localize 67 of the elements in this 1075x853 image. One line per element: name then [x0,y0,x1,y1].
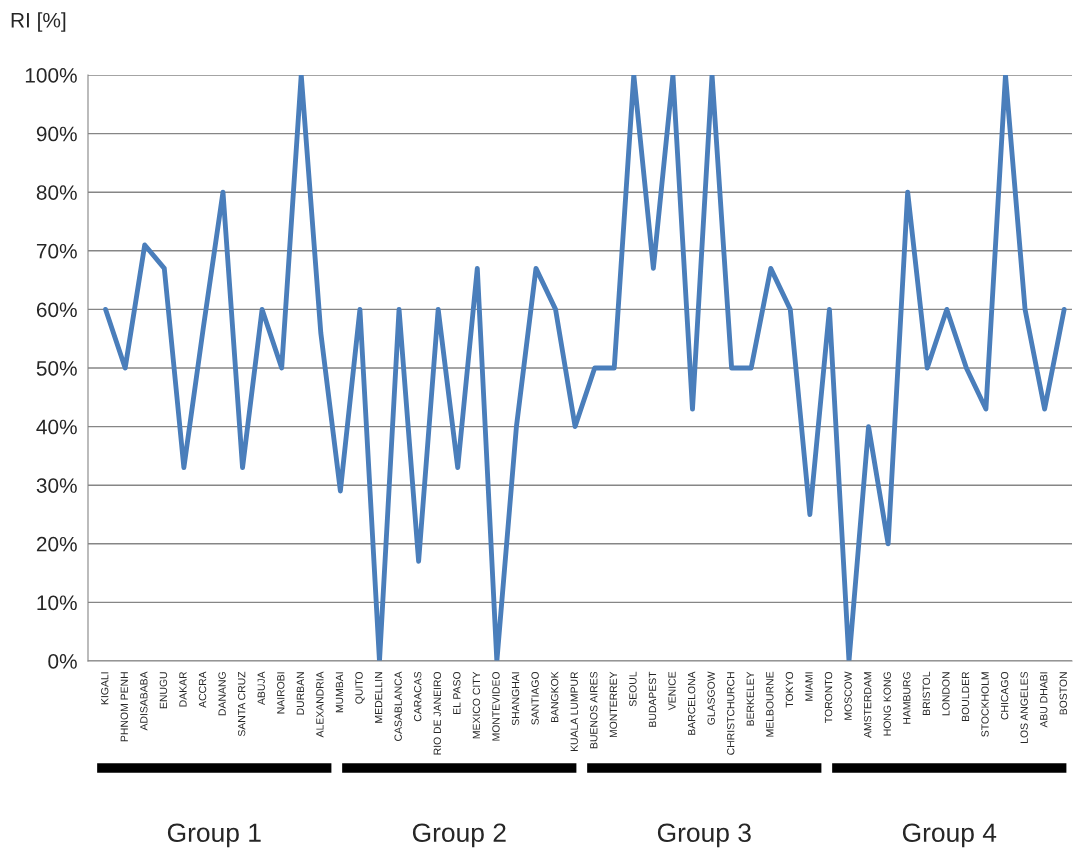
x-tick-label: BUENOS AIRES [590,671,598,749]
x-tick-label: MONTEVIDEO [492,671,500,741]
x-tick-label: DANANG [218,672,226,716]
y-tick-label: 10% [37,595,77,611]
x-tick-label: BOULDER [961,671,970,721]
text: Group 3 [657,823,751,848]
x-tick-label: ACCRA [198,671,207,708]
x-tick-label: GLASGOW [707,671,715,725]
x-tick-label: ADISABABA [140,671,148,731]
y-tick-label: 70% [36,243,77,259]
y-tick-label: 50% [36,361,77,376]
x-tick-label: MOSCOW [844,671,852,720]
x-tick-label: ALEXANDRIA [316,671,324,738]
y-tick-label: 100% [25,68,77,83]
x-tick-label: CASABLANCA [394,671,402,741]
x-tick-label: QUITO [355,671,365,704]
y-tick-label: 60% [36,302,77,318]
x-tick-label: KIGALI [101,672,109,705]
x-tick-label: ABUJA [257,671,265,705]
text: Group 2 [412,823,506,848]
x-tick-label: HAMBURG [903,672,911,724]
x-tick-label: SEOUL [629,671,637,707]
y-tick-label: 20% [36,536,77,552]
x-tick-label: AMSTERDAM [863,672,872,738]
x-tick-label: VENICE [668,671,676,711]
x-tick-label: BRISTOL [922,671,931,715]
x-tick-label: MONTERREY [609,671,618,738]
x-tick-label: CHRISTCHURCH [727,672,735,755]
x-tick-label: TOKYO [785,671,794,708]
x-tick-label: ENUGU [159,672,168,709]
x-tick-label: BARCELONA [687,671,696,735]
x-tick-label: MEDELLIN [375,672,383,723]
y-tick-label: 80% [36,185,77,200]
y-axis-title: RI [%] [11,12,66,32]
y-tick-label: 30% [36,478,77,493]
x-tick-label: SANTIAGO [531,671,539,725]
text: Group 4 [902,823,997,848]
text: Group 1 [167,823,261,848]
x-tick-label: BANGKOK [550,671,559,723]
x-tick-label: ABU DHABI [1040,672,1048,728]
x-tick-label: BERKELEY [746,671,754,726]
x-tick-label: BUDAPEST [648,671,657,727]
x-tick-label: HONG KONG [883,672,891,736]
y-tick-label: 0% [48,654,77,669]
x-tick-label: TORONTO [824,671,833,723]
x-tick-label: STOCKHOLM [981,672,989,737]
x-tick-label: MIAMI [805,672,813,701]
x-tick-label: CHICAGO [1000,671,1009,720]
y-tick-label: 90% [36,126,77,142]
x-tick-label: MELBOURNE [766,671,774,737]
line-series [103,75,1067,661]
x-tick-label: LONDON [942,672,950,716]
y-tick-label: 40% [36,419,77,435]
x-tick-label: KUALA LUMPUR [570,671,578,752]
x-tick-label: DAKAR [179,671,187,707]
x-tick-label: MUMBAI [335,672,344,713]
x-tick-label: LOS ANGELES [1020,671,1028,743]
x-tick-label: SANTA CRUZ [237,671,246,737]
x-tick-label: PHNOM PENH [120,672,128,742]
x-tick-label: EL PASO [453,671,461,714]
x-tick-label: SHANGHAI [511,672,520,726]
x-tick-label: MEXICO CITY [472,671,481,739]
x-tick-label: BOSTON [1059,672,1067,715]
x-tick-label: RIO DE JANEIRO [433,671,441,755]
x-tick-label: NAIROBI [277,672,285,714]
x-tick-label: CARACAS [414,671,422,722]
x-tick-label: DURBAN [296,672,305,715]
